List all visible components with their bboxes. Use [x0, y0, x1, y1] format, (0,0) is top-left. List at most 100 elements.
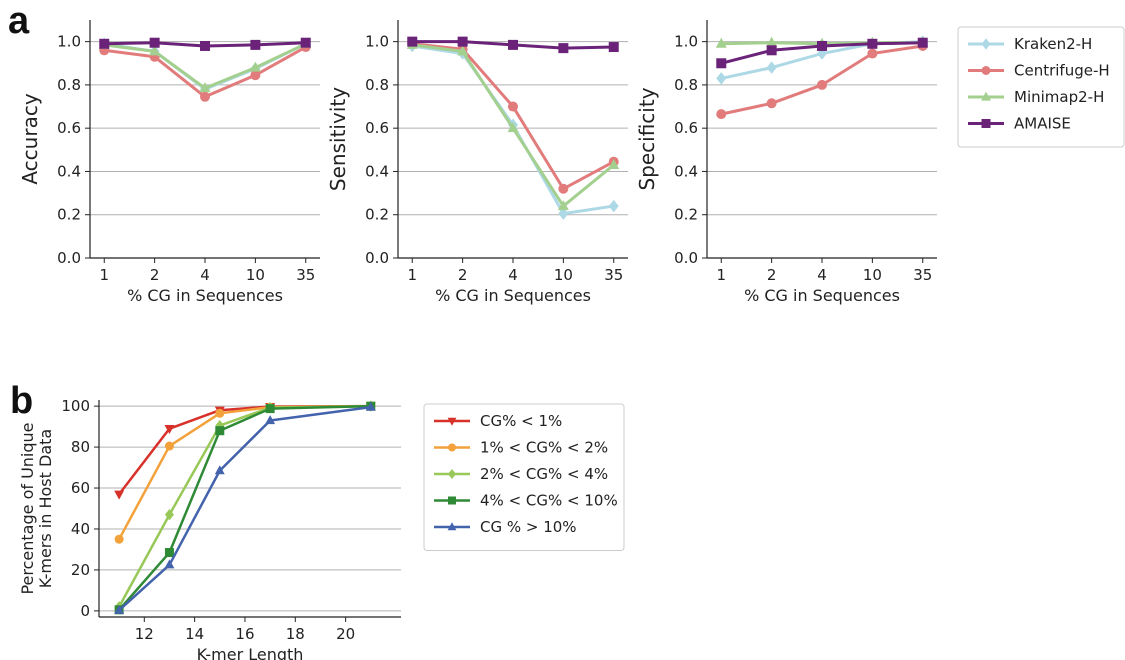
y-axis-label-line1: Percentage of Unique [18, 422, 37, 594]
series-4-cg-10- [115, 402, 376, 615]
y-tick-label: 0.6 [57, 119, 81, 137]
y-tick-label: 60 [71, 479, 90, 497]
data-point [609, 42, 619, 52]
panel-label-a: a [8, 0, 30, 42]
y-tick-label: 0.4 [57, 162, 81, 180]
data-point [767, 61, 777, 74]
data-point [200, 41, 210, 51]
x-axis-label: K-mer Length [197, 645, 304, 660]
y-tick-label: 0.8 [57, 76, 81, 94]
data-point [817, 41, 827, 51]
chart-a2: 0.0 0.2 0.4 0.6 0.8 1.0 1 2 4 10 35 % CG in Sequenc… [326, 20, 628, 305]
x-tick-label: 10 [246, 266, 265, 284]
data-point [407, 37, 417, 47]
data-point [165, 442, 174, 451]
data-point [767, 98, 777, 108]
legend-marker [982, 66, 991, 75]
y-tick-label: 0 [80, 602, 90, 620]
x-tick-label: 2 [767, 266, 777, 284]
y-axis-label-line2: K-mers in Host Data [36, 429, 55, 588]
y-tick-label: 1.0 [57, 33, 81, 51]
series-line [119, 406, 371, 610]
data-point [867, 49, 877, 59]
data-point [609, 200, 619, 213]
x-tick-label: 1 [99, 266, 109, 284]
data-point [867, 39, 877, 49]
x-tick-label: 2 [458, 266, 468, 284]
data-point [200, 92, 210, 102]
series-centrifuge-h [407, 39, 618, 194]
y-axis-label: Specificity [635, 87, 659, 190]
x-tick-label: 4 [508, 266, 518, 284]
legend-marker [448, 444, 456, 452]
panel-label-b: b [10, 380, 33, 422]
x-axis-label: % CG in Sequences [744, 286, 900, 305]
data-point [250, 70, 260, 80]
data-point [918, 38, 928, 48]
legend-label: CG% < 1% [480, 412, 562, 430]
x-tick-label: 12 [135, 625, 154, 643]
legend-a1: Kraken2-H Centrifuge-H Minimap2-H AMAISE [958, 27, 1124, 147]
x-tick-label: 4 [200, 266, 210, 284]
data-point [458, 37, 468, 47]
legend-marker [448, 497, 456, 505]
series-centrifuge-h [99, 42, 310, 102]
x-tick-label: 35 [296, 266, 315, 284]
data-point [716, 109, 726, 119]
y-tick-label: 40 [71, 520, 90, 538]
y-tick-label: 100 [61, 397, 90, 415]
y-axis-label: Sensitivity [326, 87, 350, 191]
y-tick-label: 0.8 [365, 76, 389, 94]
charts-layer: 0.00.20.40.60.81.01 2 4 10 35% CG in Sequenc… [18, 20, 937, 660]
data-point [150, 38, 160, 48]
x-tick-label: 18 [286, 625, 305, 643]
data-point [215, 409, 224, 418]
x-tick-label: 10 [863, 266, 882, 284]
data-point [558, 184, 568, 194]
data-point [99, 39, 109, 49]
legend-label: Kraken2-H [1014, 35, 1092, 53]
data-point [716, 72, 726, 85]
chart-a3: 0.00.20.40.60.81.01 2 4 10 35% CG in Sequenc… [635, 20, 937, 305]
data-point [165, 548, 174, 557]
legend-label: AMAISE [1014, 115, 1071, 133]
series-line [119, 406, 371, 539]
x-tick-label: 16 [235, 625, 254, 643]
x-tick-label: 14 [185, 625, 204, 643]
series-1-cg-2- [115, 402, 376, 544]
y-tick-label: 0.4 [365, 162, 389, 180]
data-point [767, 45, 777, 55]
x-tick-label: 1 [407, 266, 417, 284]
legend-label: Minimap2-H [1014, 88, 1104, 106]
legend-label: Centrifuge-H [1014, 62, 1110, 80]
legend-marker [982, 119, 991, 128]
legend-label: CG % > 10% [480, 518, 577, 536]
legend-b: CG% < 1% 1% < CG% < 2% 2% < CG% < 4% 4% < C… [424, 404, 624, 551]
x-tick-label: 10 [554, 266, 573, 284]
y-tick-label: 0.2 [674, 206, 698, 224]
data-point [114, 491, 124, 500]
legend-label: 1% < CG% < 2% [480, 439, 608, 457]
y-tick-label: 20 [71, 561, 90, 579]
legend-label: 4% < CG% < 10% [480, 492, 618, 510]
series-line [119, 407, 371, 610]
series-line [412, 44, 613, 189]
y-tick-label: 80 [71, 438, 90, 456]
x-tick-label: 2 [150, 266, 160, 284]
data-point [716, 58, 726, 68]
x-tick-label: 20 [336, 625, 355, 643]
x-tick-label: 35 [604, 266, 623, 284]
data-point [508, 40, 518, 50]
x-tick-label: 4 [817, 266, 827, 284]
y-axis-label: Accuracy [18, 93, 42, 184]
legend-label: 2% < CG% < 4% [480, 465, 608, 483]
series-minimap2-h [407, 39, 619, 210]
data-point [558, 43, 568, 53]
x-axis-label: % CG in Sequences [435, 286, 591, 305]
x-axis-label: % CG in Sequences [127, 286, 283, 305]
data-point [266, 404, 275, 413]
y-tick-label: 0.0 [57, 249, 81, 267]
data-point [250, 40, 260, 50]
y-tick-label: 0.0 [365, 249, 389, 267]
